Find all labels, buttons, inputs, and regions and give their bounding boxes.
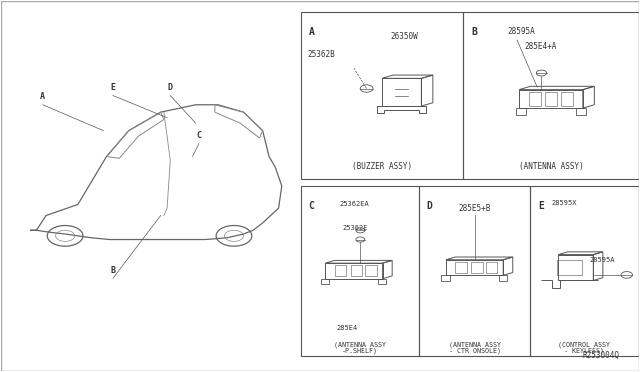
Text: - KEYLESS): - KEYLESS)	[564, 348, 604, 355]
Text: 25362E: 25362E	[342, 225, 367, 231]
Bar	[529, 92, 541, 106]
Bar	[499, 275, 507, 281]
Text: R253004Q: R253004Q	[582, 350, 620, 359]
Text: 285E4: 285E4	[336, 325, 358, 331]
Text: 28595A: 28595A	[590, 257, 616, 263]
Text: 28595X: 28595X	[552, 200, 577, 206]
Bar	[463, 13, 639, 179]
Bar	[471, 262, 483, 273]
Text: 285E4+A: 285E4+A	[525, 42, 557, 51]
Bar	[301, 186, 419, 356]
Text: 28595A: 28595A	[507, 27, 535, 36]
Text: 25362B: 25362B	[307, 50, 335, 59]
Bar	[545, 92, 557, 106]
Bar	[456, 262, 467, 273]
Bar	[577, 108, 586, 115]
Text: D: D	[168, 83, 173, 92]
Text: D: D	[426, 201, 432, 211]
Bar	[335, 265, 346, 276]
Text: C: C	[196, 131, 202, 140]
Bar	[531, 186, 639, 356]
Text: 25362EA: 25362EA	[339, 201, 369, 207]
Text: (ANTENNA ASSY): (ANTENNA ASSY)	[518, 163, 584, 171]
Text: C: C	[308, 201, 314, 211]
Text: A: A	[308, 27, 314, 37]
Bar	[321, 279, 329, 284]
Bar	[442, 275, 450, 281]
Text: - CTR ONSOLE): - CTR ONSOLE)	[449, 348, 500, 355]
Bar	[351, 265, 362, 276]
Bar	[378, 279, 387, 284]
Text: B: B	[471, 27, 477, 37]
Text: B: B	[111, 266, 115, 275]
Bar	[486, 262, 497, 273]
Text: (ANTENNA ASSY: (ANTENNA ASSY	[334, 341, 386, 348]
Bar	[365, 265, 377, 276]
Text: E: E	[538, 201, 544, 211]
Text: E: E	[111, 83, 115, 92]
Bar	[419, 186, 531, 356]
Text: (ANTENNA ASSY: (ANTENNA ASSY	[449, 341, 500, 348]
Bar	[301, 13, 463, 179]
Text: -P.SHELF): -P.SHELF)	[342, 348, 378, 355]
Text: A: A	[40, 92, 45, 101]
Bar	[516, 108, 525, 115]
Bar	[557, 260, 582, 275]
Bar	[561, 92, 573, 106]
Text: (CONTROL ASSY: (CONTROL ASSY	[559, 341, 611, 348]
Text: (BUZZER ASSY): (BUZZER ASSY)	[352, 163, 412, 171]
Text: 285E5+B: 285E5+B	[458, 205, 491, 214]
Text: 26350W: 26350W	[390, 32, 418, 41]
